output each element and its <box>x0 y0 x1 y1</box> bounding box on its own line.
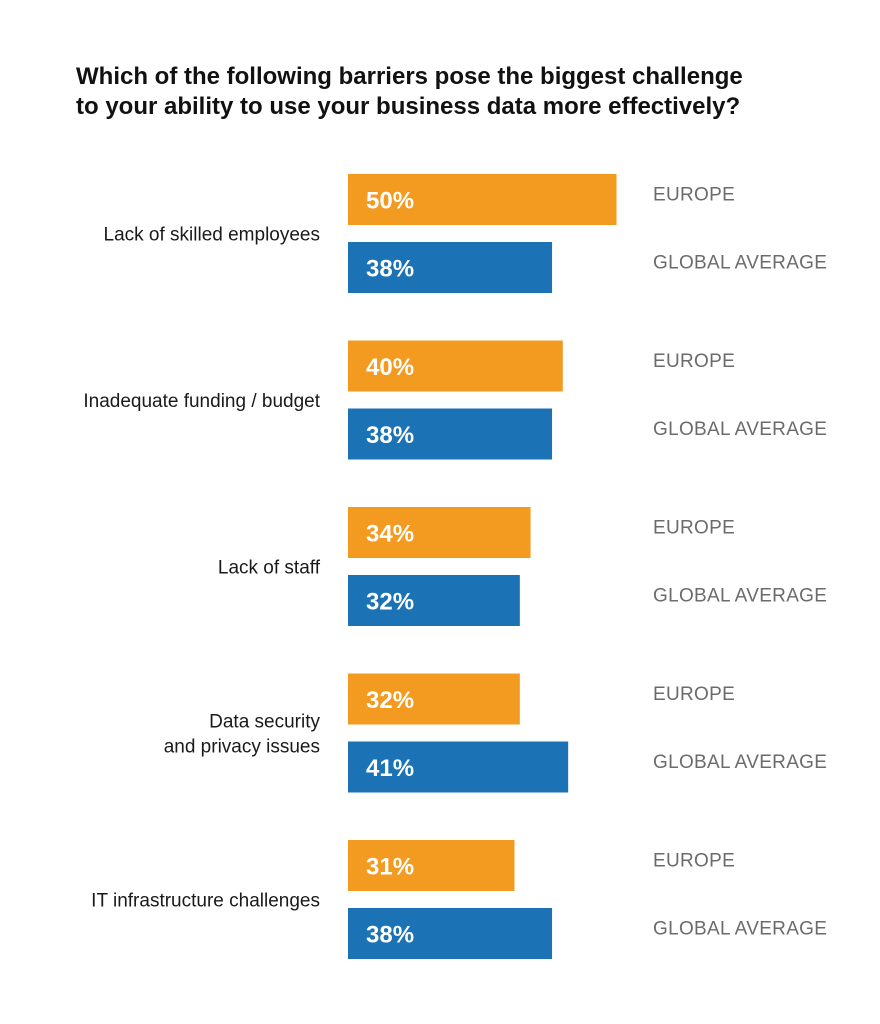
category-group: Inadequate funding / budget 40% EUROPE 38% G… <box>83 340 827 460</box>
category-group: IT infrastructure challenges 31% EUROPE 38%… <box>91 840 827 959</box>
series-label: EUROPE <box>653 684 735 705</box>
category-label: IT infrastructure challenges <box>91 891 320 912</box>
category-label: Lack of skilled employees <box>104 225 321 246</box>
series-label: GLOBAL AVERAGE <box>653 752 827 773</box>
series-label: EUROPE <box>653 518 735 539</box>
bar-global-average <box>348 908 553 959</box>
bar-global-average <box>348 242 553 293</box>
bar-europe <box>348 507 531 558</box>
bar-global-average <box>348 408 553 460</box>
category-label-line: and privacy issues <box>164 737 320 758</box>
bar-value-label: 41% <box>366 755 414 782</box>
series-label: GLOBAL AVERAGE <box>653 419 827 440</box>
bar-value-label: 50% <box>366 188 414 215</box>
category-label-line: Lack of staff <box>218 558 321 579</box>
bar-global-average <box>348 575 520 626</box>
chart-title: Which of the following barriers pose the… <box>76 62 836 122</box>
category-label-line: Inadequate funding / budget <box>83 391 320 412</box>
bar-value-label: 38% <box>366 256 414 283</box>
bar-value-label: 32% <box>366 589 414 616</box>
bar-global-average <box>348 741 569 793</box>
category-label-line: IT infrastructure challenges <box>91 891 320 912</box>
bar-value-label: 31% <box>366 854 414 881</box>
chart-title-line-1: Which of the following barriers pose the… <box>76 63 743 90</box>
category-label-line: Data security <box>209 712 320 733</box>
series-label: EUROPE <box>653 851 735 872</box>
category-group: Lack of skilled employees 50% EUROPE 38% GLO… <box>104 174 827 293</box>
series-label: EUROPE <box>653 185 735 206</box>
category-label-line: Lack of skilled employees <box>104 225 321 246</box>
series-label: GLOBAL AVERAGE <box>653 919 827 940</box>
bar-value-label: 38% <box>366 922 414 949</box>
bar-value-label: 32% <box>366 687 414 714</box>
chart-title-line-2: to your ability to use your business dat… <box>76 93 741 120</box>
category-label: Lack of staff <box>218 558 321 579</box>
category-label: Inadequate funding / budget <box>83 391 320 412</box>
category-group: Lack of staff 34% EUROPE 32% GLOBAL AVERAGE <box>218 507 827 626</box>
bar-europe <box>348 673 520 725</box>
series-label: GLOBAL AVERAGE <box>653 253 827 274</box>
bar-europe <box>348 840 515 891</box>
series-label: EUROPE <box>653 351 735 372</box>
bar-value-label: 40% <box>366 354 414 381</box>
series-label: GLOBAL AVERAGE <box>653 586 827 607</box>
bar-europe <box>348 340 563 392</box>
bar-value-label: 38% <box>366 422 414 449</box>
bar-europe <box>348 174 617 225</box>
category-label: Data security and privacy issues <box>164 712 321 758</box>
bar-value-label: 34% <box>366 521 414 548</box>
category-group: Data security and privacy issues 32% EUROPE… <box>164 673 827 793</box>
